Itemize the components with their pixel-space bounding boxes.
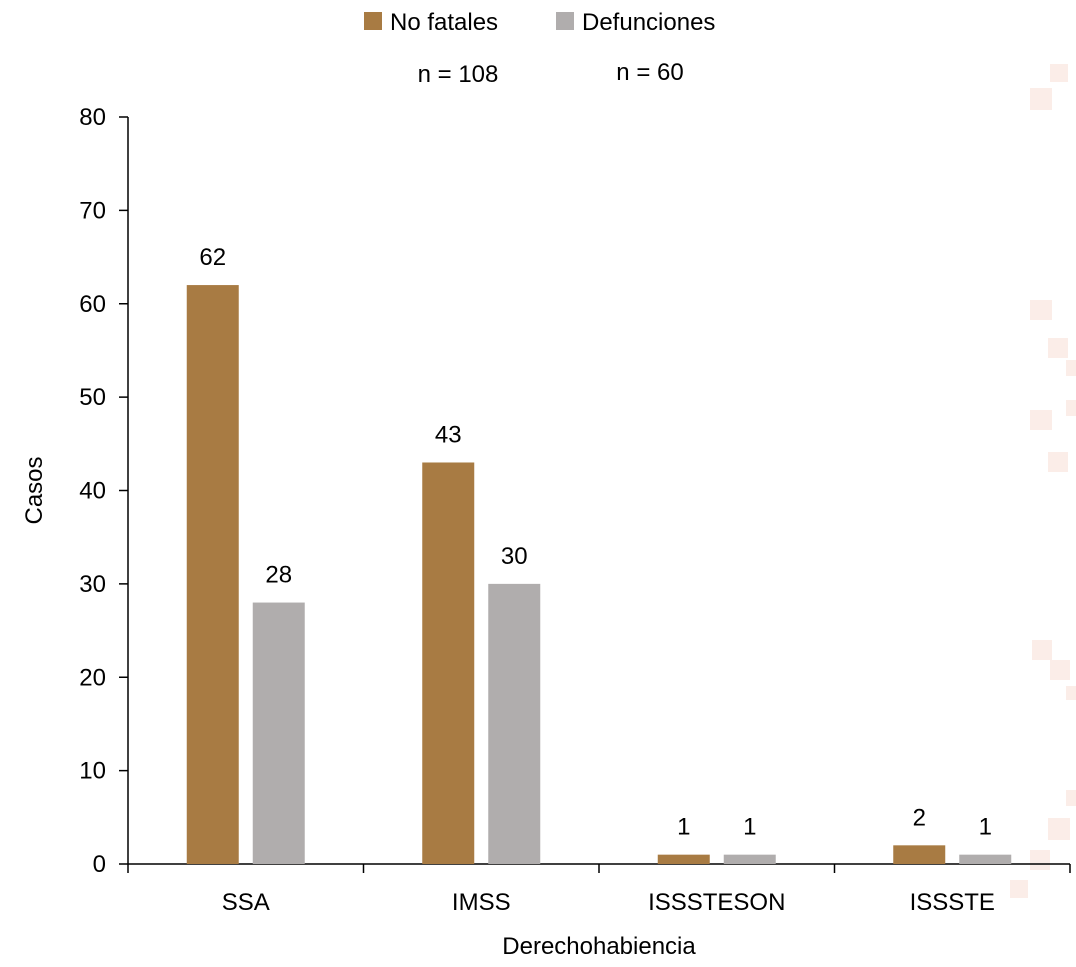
x-tick-label: IMSS: [452, 889, 511, 916]
decor-square: [1030, 88, 1052, 110]
decor-square: [1066, 790, 1076, 806]
background-pattern: [1010, 64, 1076, 898]
y-axis: 0 10 20 30 40 50 60 70 80: [79, 104, 129, 878]
data-label: 43: [435, 421, 462, 448]
legend-swatch-defunciones: [556, 12, 574, 30]
data-label: 1: [677, 814, 690, 841]
y-axis-title: Casos: [21, 456, 48, 524]
decor-square: [1010, 880, 1028, 898]
y-tick-label: 70: [79, 197, 106, 224]
x-axis-title: Derechohabiencia: [502, 933, 696, 960]
decor-square: [1032, 640, 1052, 660]
decor-square: [1030, 410, 1052, 430]
data-label: 2: [913, 804, 926, 831]
x-tick-label: ISSSTE: [910, 889, 995, 916]
legend-swatch-no-fatales: [364, 12, 382, 30]
bar-defunciones: [488, 583, 541, 864]
data-label: 28: [265, 562, 292, 589]
decor-square: [1050, 64, 1068, 82]
y-tick-label: 20: [79, 664, 106, 691]
x-axis: SSA IMSS ISSSTESON ISSSTE: [127, 863, 1071, 916]
decor-square: [1030, 850, 1050, 870]
bar-no-fatales: [893, 845, 946, 864]
bar-defunciones: [959, 854, 1012, 864]
data-label: 62: [199, 244, 226, 271]
decor-square: [1050, 660, 1070, 680]
bar-defunciones: [723, 854, 776, 864]
data-label: 1: [743, 814, 756, 841]
bar-no-fatales: [186, 285, 239, 864]
bar-defunciones: [252, 602, 305, 864]
y-tick-label: 60: [79, 291, 106, 318]
y-tick-label: 0: [93, 851, 106, 878]
y-tick-label: 80: [79, 104, 106, 131]
bar-no-fatales: [657, 854, 710, 864]
legend: No fatales Defunciones: [364, 9, 715, 36]
sample-size-label-no-fatales: n = 108: [418, 61, 499, 88]
decor-square: [1066, 400, 1076, 416]
y-tick-label: 40: [79, 478, 106, 505]
data-label: 1: [979, 814, 992, 841]
sample-size-label-defunciones: n = 60: [616, 59, 683, 86]
decor-square: [1048, 452, 1068, 472]
x-tick-label: SSA: [222, 889, 270, 916]
legend-label-no-fatales: No fatales: [390, 9, 498, 36]
y-tick-label: 10: [79, 758, 106, 785]
bar-no-fatales: [422, 462, 475, 864]
y-tick-label: 50: [79, 384, 106, 411]
data-label: 30: [501, 543, 528, 570]
decor-square: [1066, 360, 1076, 376]
decor-square: [1048, 338, 1068, 358]
x-tick-label: ISSSTESON: [648, 889, 785, 916]
y-tick-label: 30: [79, 571, 106, 598]
decor-square: [1066, 686, 1076, 700]
decor-square: [1048, 818, 1070, 840]
bars: 62 43 1 2 28 30 1 1: [186, 244, 1012, 864]
decor-square: [1030, 300, 1052, 320]
legend-label-defunciones: Defunciones: [582, 9, 715, 36]
